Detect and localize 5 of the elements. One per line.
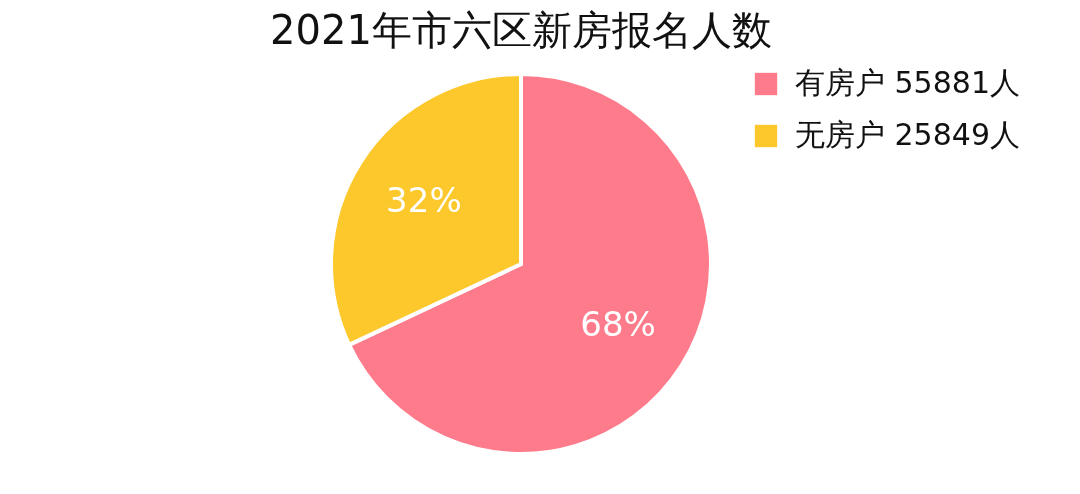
data-label: 68% xyxy=(580,303,656,344)
chart-title: 2021年市六区新房报名人数 xyxy=(270,7,772,53)
legend-label: 有房户 55881人 xyxy=(795,65,1020,100)
data-label: 32% xyxy=(386,180,462,221)
legend-label: 无房户 25849人 xyxy=(795,117,1020,152)
